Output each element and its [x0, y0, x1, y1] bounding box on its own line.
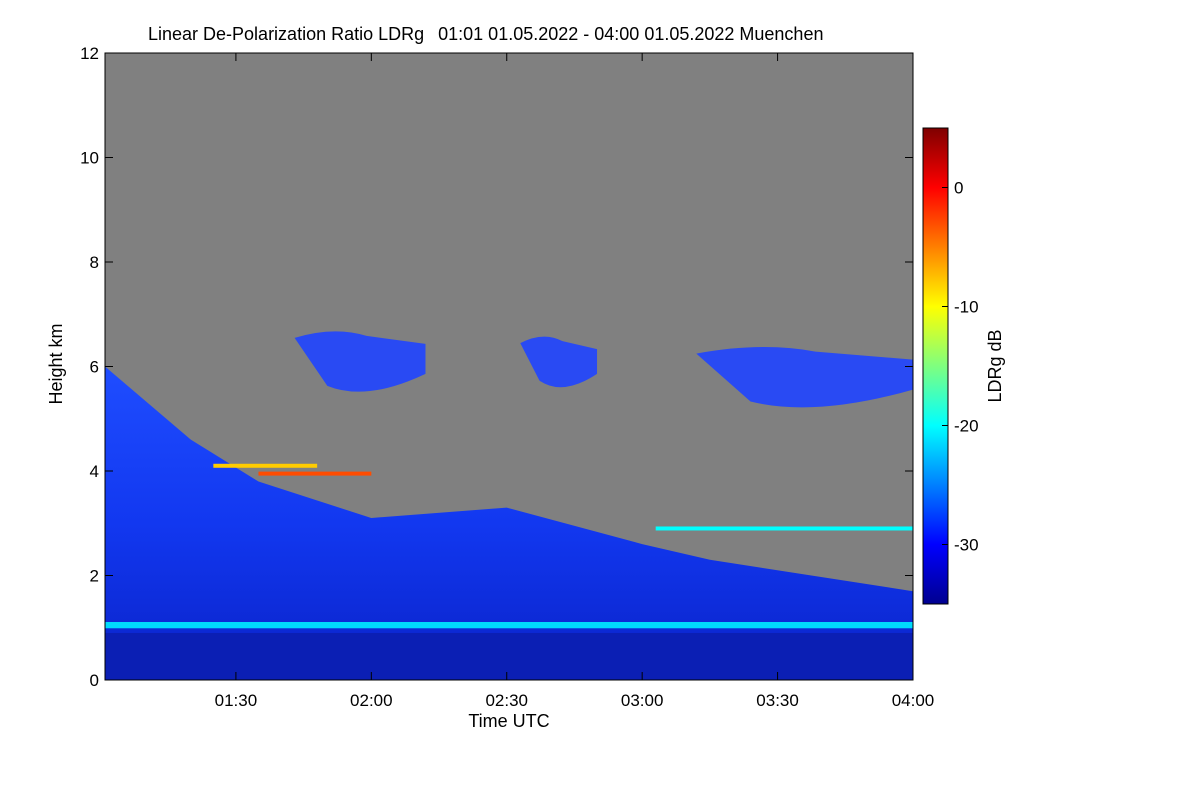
- colorbar-tick-label: -20: [954, 417, 979, 436]
- cirrus-patch-2: [520, 336, 598, 388]
- x-tick-label: 01:30: [215, 691, 258, 710]
- x-axis: 01:30 02:00 02:30 03:00 03:30 04:00: [215, 53, 935, 710]
- x-tick-label: 03:30: [756, 691, 799, 710]
- residual-layer-band: [105, 622, 913, 629]
- colorbar-tick-label: 0: [954, 179, 963, 198]
- cirrus-patch-3: [696, 347, 913, 408]
- chart-title: Linear De-Polarization Ratio LDRg 01:01 0…: [148, 24, 823, 44]
- colorbar: [922, 127, 949, 605]
- y-axis: 0 2 4 6 8 10 12: [80, 44, 913, 690]
- y-tick-label: 8: [90, 253, 99, 272]
- y-tick-label: 4: [90, 462, 99, 481]
- y-tick-label: 12: [80, 44, 99, 63]
- y-tick-label: 0: [90, 671, 99, 690]
- colorbar-label: LDRg dB: [985, 329, 1005, 402]
- lofted-line-1: [213, 463, 318, 468]
- y-tick-label: 2: [90, 567, 99, 586]
- boundary-layer-region: [105, 366, 913, 680]
- y-tick-label: 10: [80, 149, 99, 168]
- near-surface-layer: [105, 632, 913, 680]
- ldr-field: [105, 331, 913, 680]
- x-tick-label: 02:30: [485, 691, 528, 710]
- lofted-line-2: [258, 471, 372, 476]
- lofted-line-3: [655, 526, 913, 531]
- colorbar-tick-label: -30: [954, 536, 979, 555]
- x-tick-label: 03:00: [621, 691, 664, 710]
- y-tick-label: 6: [90, 358, 99, 377]
- y-axis-label: Height km: [46, 323, 66, 404]
- x-tick-label: 02:00: [350, 691, 393, 710]
- cirrus-patch-1: [294, 331, 426, 392]
- x-tick-label: 04:00: [892, 691, 935, 710]
- colorbar-ticks: 0 -10 -20 -30: [942, 179, 979, 555]
- x-axis-label: Time UTC: [468, 711, 549, 731]
- colorbar-tick-label: -10: [954, 298, 979, 317]
